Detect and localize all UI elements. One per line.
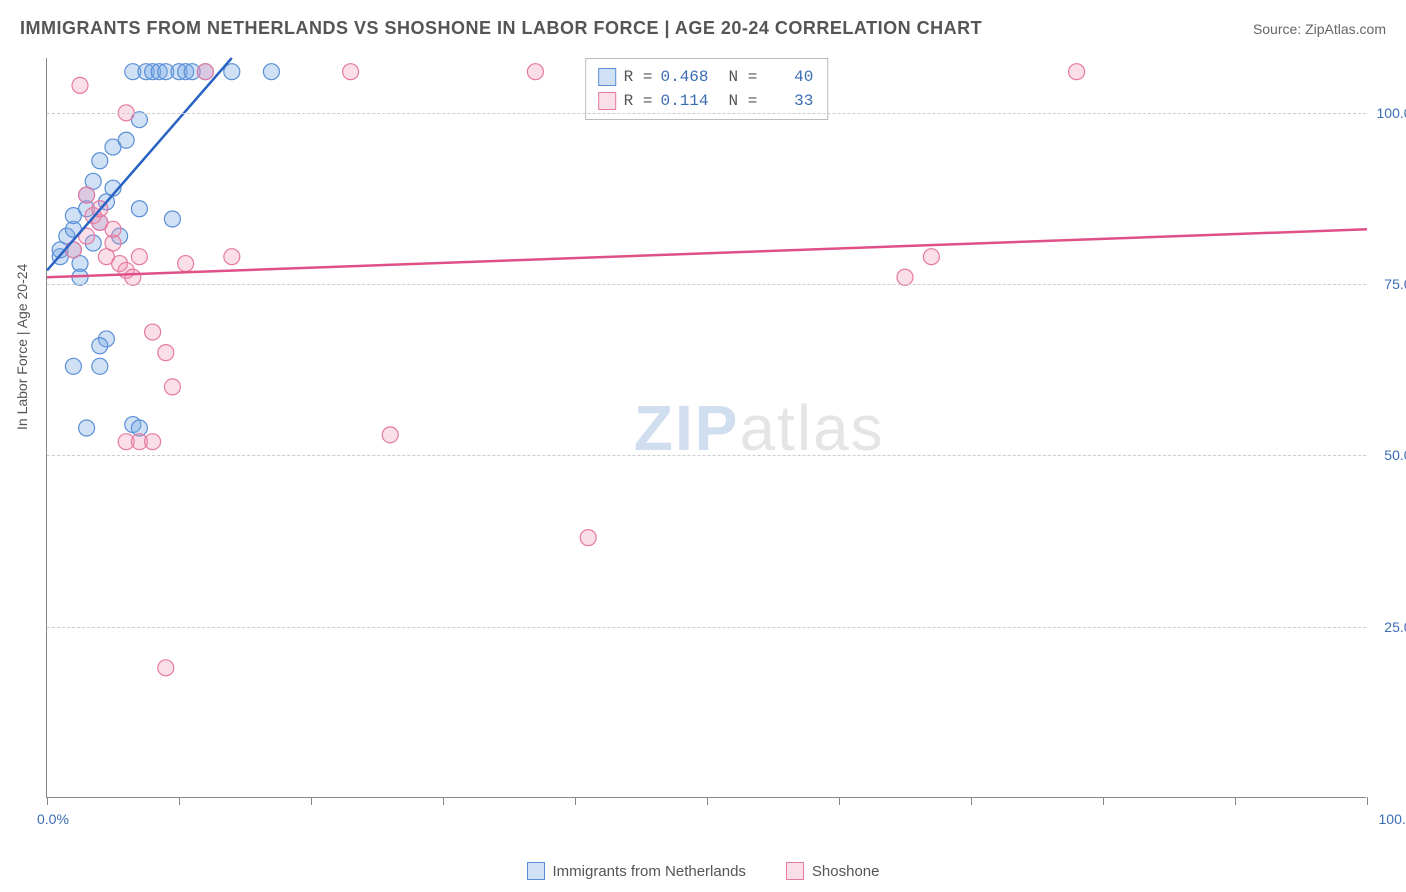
legend-r-label: R = <box>624 65 653 89</box>
y-tick-label: 25.0% <box>1370 619 1406 635</box>
y-tick-label: 75.0% <box>1370 276 1406 292</box>
chart-header: IMMIGRANTS FROM NETHERLANDS VS SHOSHONE … <box>20 18 1386 39</box>
data-point <box>145 324 161 340</box>
data-point <box>897 269 913 285</box>
legend-n-value: 40 <box>765 65 813 89</box>
data-point <box>382 427 398 443</box>
x-tick <box>707 797 708 805</box>
plot-area: ZIPatlas R =0.468N =40R =0.114N =33 25.0… <box>46 58 1366 798</box>
data-point <box>164 211 180 227</box>
legend-swatch <box>598 68 616 86</box>
legend-label: Immigrants from Netherlands <box>553 863 746 880</box>
y-axis-label: In Labor Force | Age 20-24 <box>14 264 30 430</box>
data-point <box>343 64 359 80</box>
chart-source: Source: ZipAtlas.com <box>1253 21 1386 37</box>
data-point <box>125 269 141 285</box>
x-tick <box>443 797 444 805</box>
trend-line <box>47 229 1367 277</box>
legend-r-value: 0.468 <box>660 65 708 89</box>
stats-legend-row: R = 0.468 N = 40 <box>598 65 814 89</box>
gridline-h <box>47 113 1366 114</box>
x-tick <box>575 797 576 805</box>
legend-r-label: R = <box>624 89 653 113</box>
data-point <box>105 221 121 237</box>
legend-label: Shoshone <box>812 863 880 880</box>
gridline-h <box>47 284 1366 285</box>
x-tick <box>1235 797 1236 805</box>
data-point <box>224 249 240 265</box>
data-point <box>118 132 134 148</box>
y-tick-label: 50.0% <box>1370 447 1406 463</box>
x-tick <box>1367 797 1368 805</box>
data-point <box>1069 64 1085 80</box>
data-point <box>580 530 596 546</box>
gridline-h <box>47 627 1366 628</box>
x-tick <box>311 797 312 805</box>
data-point <box>79 187 95 203</box>
x-tick <box>179 797 180 805</box>
data-point <box>79 420 95 436</box>
x-tick <box>971 797 972 805</box>
data-point <box>158 660 174 676</box>
data-point <box>92 153 108 169</box>
y-tick-label: 100.0% <box>1370 105 1406 121</box>
data-point <box>923 249 939 265</box>
x-tick-label: 0.0% <box>37 811 69 827</box>
data-point <box>145 434 161 450</box>
x-tick-label: 100.0% <box>1379 811 1406 827</box>
data-point <box>131 201 147 217</box>
stats-legend: R = 0.468 N = 40 R = 0.114 N = 33 <box>585 58 829 120</box>
data-point <box>65 242 81 258</box>
stats-legend-row: R = 0.114 N = 33 <box>598 89 814 113</box>
legend-item: Shoshone <box>786 862 880 880</box>
x-tick <box>47 797 48 805</box>
data-point <box>92 338 108 354</box>
x-tick <box>839 797 840 805</box>
data-point <box>158 345 174 361</box>
legend-swatch <box>527 862 545 880</box>
data-point <box>197 64 213 80</box>
legend-n-label: N = <box>729 89 758 113</box>
legend-n-label: N = <box>729 65 758 89</box>
legend-item: Immigrants from Netherlands <box>527 862 746 880</box>
legend-swatch <box>598 92 616 110</box>
data-point <box>164 379 180 395</box>
legend-r-value: 0.114 <box>660 89 708 113</box>
chart-svg <box>47 58 1366 797</box>
gridline-h <box>47 455 1366 456</box>
data-point <box>92 358 108 374</box>
data-point <box>72 77 88 93</box>
series-legend: Immigrants from Netherlands Shoshone <box>0 862 1406 880</box>
legend-n-value: 33 <box>765 89 813 113</box>
data-point <box>131 249 147 265</box>
chart-title: IMMIGRANTS FROM NETHERLANDS VS SHOSHONE … <box>20 18 982 39</box>
x-tick <box>1103 797 1104 805</box>
legend-swatch <box>786 862 804 880</box>
data-point <box>65 358 81 374</box>
data-point <box>527 64 543 80</box>
data-point <box>263 64 279 80</box>
data-point <box>178 256 194 272</box>
